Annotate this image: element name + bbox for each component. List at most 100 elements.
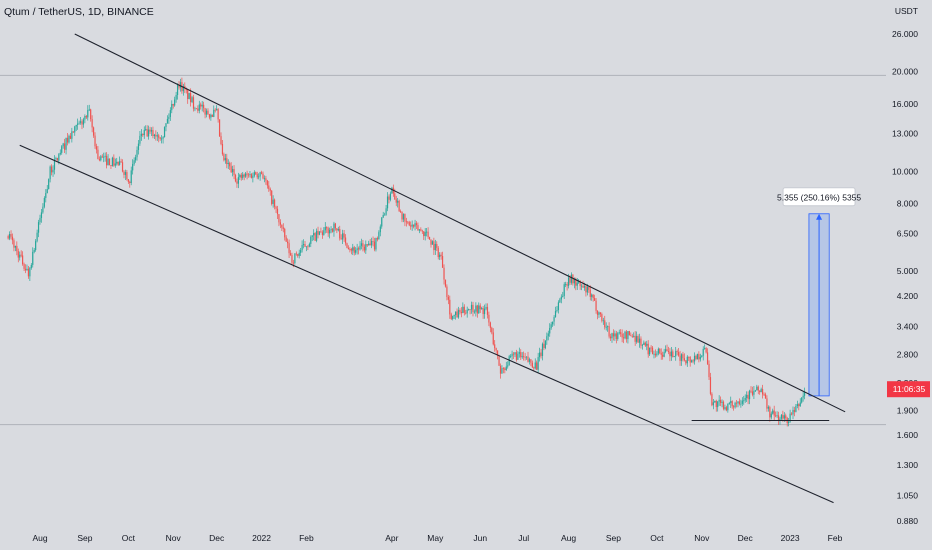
candle-body	[249, 174, 251, 175]
candle-body	[767, 407, 769, 409]
candle-body	[510, 356, 512, 358]
candle	[384, 212, 386, 216]
channel-lower-line[interactable]	[19, 144, 834, 504]
candle	[468, 308, 470, 311]
candle	[517, 351, 519, 360]
candle	[689, 356, 691, 367]
candle-body	[346, 243, 348, 248]
candle	[114, 158, 116, 168]
candle-body	[678, 352, 680, 356]
candle-body	[87, 110, 89, 118]
candle-body	[231, 169, 234, 173]
candle-body	[496, 350, 499, 356]
candle	[415, 221, 418, 230]
candle-body	[32, 251, 34, 265]
candle	[62, 142, 64, 149]
candle	[608, 322, 610, 339]
candles	[7, 77, 806, 427]
candle	[340, 234, 342, 240]
candle	[152, 126, 154, 139]
candle	[650, 345, 652, 353]
last-price-label: 11:06:35	[893, 384, 926, 394]
candle	[455, 311, 457, 320]
candle	[49, 165, 51, 183]
candle	[337, 226, 339, 232]
candle	[211, 114, 213, 117]
candle-body	[137, 143, 140, 150]
candle-body	[101, 156, 103, 158]
currency-label: USDT	[895, 6, 918, 16]
candle	[733, 405, 735, 411]
time-axis[interactable]: Aug Sep Oct Nov Dec 2022 Feb Apr May Jun Jul Aug Sep…	[32, 533, 842, 543]
candle-body	[748, 390, 751, 400]
candle-body	[372, 241, 374, 242]
candle-body	[314, 233, 316, 241]
candle	[553, 315, 555, 326]
price-axis[interactable]: USDT 26.000 20.000 16.000 13.000 10.000 8.000 6…	[886, 0, 932, 550]
candle-body	[763, 394, 765, 396]
time-tick-label: Sep	[77, 533, 92, 543]
candle	[685, 360, 687, 366]
candle-body	[258, 176, 260, 178]
candle-body	[410, 225, 412, 227]
candle-body	[722, 401, 725, 409]
candle-body	[45, 193, 47, 198]
candle	[279, 219, 281, 229]
candle	[617, 331, 619, 341]
candle	[747, 391, 749, 405]
candle	[659, 348, 661, 355]
candle	[680, 353, 683, 366]
candle-body	[284, 228, 286, 238]
candle	[132, 159, 134, 175]
candle-body	[16, 245, 18, 252]
candle	[666, 344, 668, 352]
candle-body	[106, 155, 108, 166]
measure-tool[interactable]: 5.355 (250.16%) 5355	[777, 187, 861, 397]
candle	[200, 102, 202, 110]
candle-body	[531, 362, 533, 368]
candle	[81, 119, 83, 130]
trendlines[interactable]	[19, 33, 846, 504]
candle-body	[404, 214, 406, 222]
candle	[240, 172, 242, 181]
candle-body	[163, 127, 166, 138]
time-tick-label: May	[427, 533, 444, 543]
candle	[550, 321, 552, 330]
candle	[310, 235, 312, 248]
candle-body	[693, 355, 696, 362]
candle-body	[213, 109, 215, 117]
candle-body	[479, 305, 481, 310]
candle-body	[728, 402, 730, 404]
candle-body	[201, 104, 203, 107]
price-tick-label: 3.400	[897, 322, 919, 332]
candle-body	[578, 281, 580, 283]
candle	[735, 400, 738, 408]
candle-body	[727, 403, 729, 411]
candle	[521, 352, 523, 359]
candle-body	[297, 254, 299, 256]
candle-body	[725, 407, 727, 411]
candle	[140, 129, 142, 141]
candle	[654, 349, 657, 358]
candle-body	[139, 135, 141, 144]
candle-body	[175, 94, 177, 100]
candle	[359, 241, 361, 251]
candle-body	[699, 356, 701, 360]
time-tick-label: Nov	[166, 533, 182, 543]
candle	[524, 352, 526, 361]
candle	[414, 219, 416, 231]
candle	[627, 330, 629, 344]
candle	[320, 227, 322, 233]
candle	[801, 397, 803, 404]
candle-body	[395, 199, 397, 203]
channel-upper-line[interactable]	[74, 33, 846, 413]
candle-body	[375, 238, 377, 250]
candle	[165, 123, 167, 132]
candle-body	[368, 243, 370, 246]
candle	[625, 329, 628, 343]
candle	[433, 237, 435, 256]
candle	[552, 321, 554, 327]
candle	[437, 246, 439, 260]
candle	[640, 336, 642, 349]
